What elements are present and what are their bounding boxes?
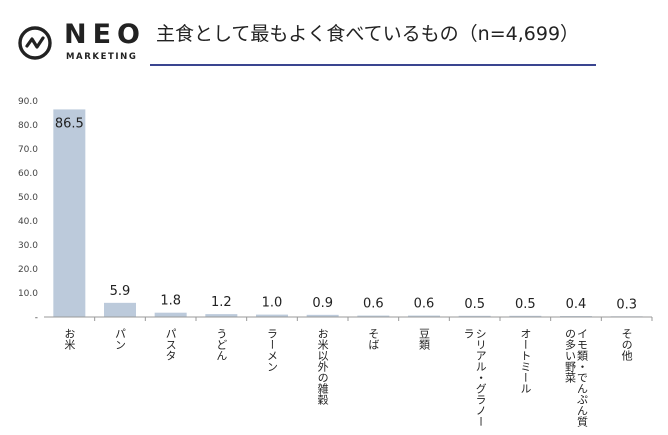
bar — [357, 315, 390, 317]
category-label: ラ — [462, 328, 475, 339]
data-label: 0.5 — [464, 297, 485, 312]
category-label: パン — [114, 328, 127, 350]
bar — [205, 314, 238, 317]
data-label: 0.6 — [414, 297, 435, 312]
y-tick-label: 10.0 — [18, 289, 38, 299]
brand-name: NEO — [64, 19, 146, 50]
x-axis-ticks — [94, 317, 653, 321]
brand-subtitle: MARKETING — [66, 52, 138, 62]
category-label: の多い野菜 — [564, 328, 577, 384]
category-label: イモ類・でんぷん質 — [576, 328, 589, 428]
y-axis: - 10.0 20.0 30.0 40.0 50.0 60.0 70.0 80.0 90.0 — [18, 97, 38, 323]
neo-circle-zigzag-icon — [18, 26, 52, 60]
category-label: うどん — [215, 328, 228, 361]
bar — [306, 314, 339, 317]
title-underline — [150, 64, 596, 66]
category-label: 豆類 — [418, 328, 431, 351]
data-label: 5.9 — [110, 284, 131, 299]
y-tick-label: - — [35, 313, 38, 323]
y-tick-label: 50.0 — [18, 193, 38, 203]
category-label: パスタ — [164, 328, 177, 361]
y-tick-label: 80.0 — [18, 121, 38, 131]
header: NEO MARKETING 主食として最もよく食べているもの（n=4,699） — [0, 0, 668, 80]
data-label: 0.3 — [616, 297, 637, 312]
category-label: お米以外の雑穀 — [316, 328, 329, 406]
y-tick-label: 20.0 — [18, 265, 38, 275]
bar — [458, 315, 491, 317]
data-label: 86.5 — [55, 116, 84, 131]
y-tick-label: 40.0 — [18, 217, 38, 227]
category-label: オートミール — [519, 328, 532, 394]
data-label: 1.2 — [211, 295, 232, 310]
bar — [53, 109, 86, 318]
y-tick-label: 90.0 — [18, 97, 38, 107]
category-label: シリアル・グラノー — [474, 328, 487, 427]
bar — [104, 302, 136, 317]
bar — [256, 314, 288, 317]
chart-title: 主食として最もよく食べているもの（n=4,699） — [156, 23, 580, 45]
bar — [154, 312, 187, 317]
category-label: その他 — [620, 328, 633, 361]
bar — [509, 315, 542, 317]
data-label: 1.8 — [160, 294, 181, 309]
bars — [53, 109, 643, 318]
category-label: そば — [367, 328, 380, 350]
data-label: 1.0 — [262, 296, 283, 311]
category-label: ラーメン — [266, 328, 279, 372]
category-label: お米 — [63, 328, 76, 351]
y-tick-label: 60.0 — [18, 169, 38, 179]
data-label: 0.5 — [515, 297, 536, 312]
data-label: 0.9 — [312, 296, 333, 311]
y-tick-label: 30.0 — [18, 241, 38, 251]
data-label: 0.6 — [363, 297, 384, 312]
data-label: 0.4 — [566, 297, 587, 312]
data-labels: 86.5 5.9 1.8 1.2 1.0 0.9 0.6 0.6 0.5 0.5 0.4 0.3 — [55, 116, 637, 312]
y-tick-label: 70.0 — [18, 145, 38, 155]
bar — [408, 315, 440, 317]
